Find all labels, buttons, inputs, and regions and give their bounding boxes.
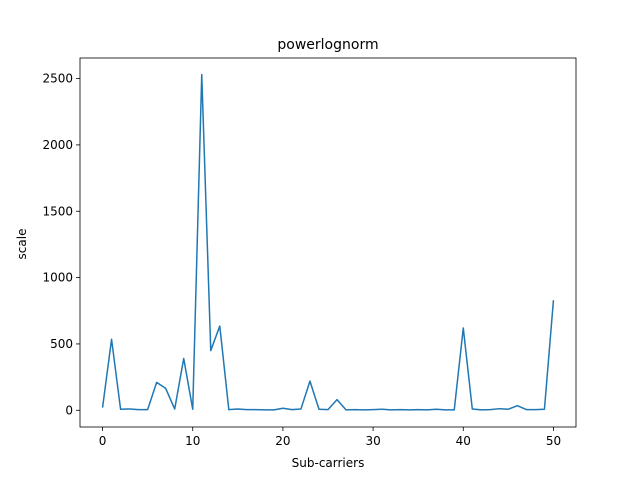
y-tick-label: 500	[50, 337, 73, 351]
y-axis: 0 500 1000 1500 2000 2500	[42, 72, 80, 417]
y-axis-label: scale	[15, 229, 29, 260]
x-tick-label: 50	[546, 434, 561, 448]
axes-frame	[79, 57, 577, 428]
y-tick-label: 2500	[42, 72, 73, 86]
x-axis: 0 10 20 30 40 50	[99, 427, 561, 448]
x-tick-label: 10	[185, 434, 200, 448]
x-tick-label: 0	[99, 434, 107, 448]
x-tick-label: 40	[456, 434, 471, 448]
y-tick-label: 1500	[42, 204, 73, 218]
plot-area	[79, 57, 577, 428]
series-line-0	[101, 73, 555, 411]
y-tick-label: 2000	[42, 138, 73, 152]
x-tick-label: 30	[365, 434, 380, 448]
x-tick-label: 20	[275, 434, 290, 448]
y-tick-label: 0	[65, 403, 73, 417]
x-axis-label: Sub-carriers	[292, 456, 365, 470]
y-tick-label: 1000	[42, 271, 73, 285]
chart-title: powerlognorm	[277, 37, 378, 53]
